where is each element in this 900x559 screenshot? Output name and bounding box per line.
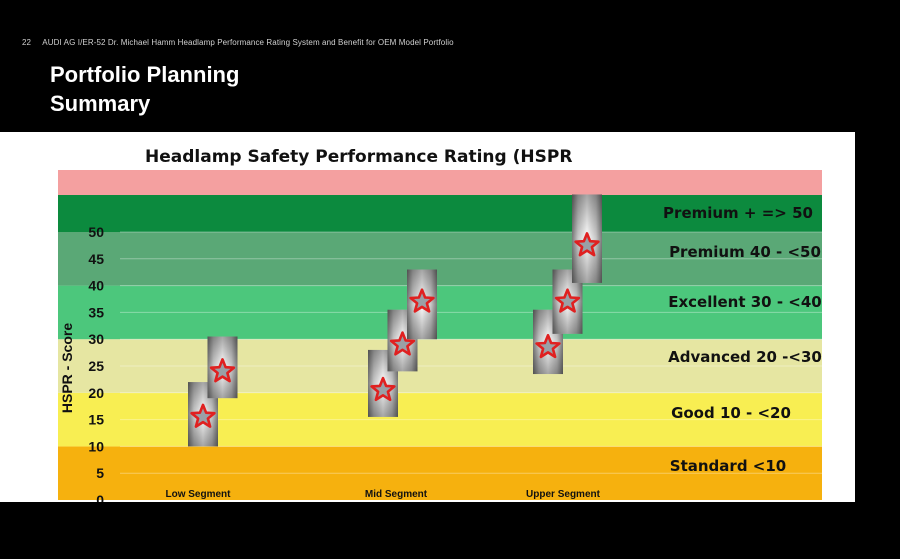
slide-header: 22 AUDI AG I/ER-52 Dr. Michael Hamm Head… (22, 38, 454, 47)
score-star-marker (554, 288, 581, 313)
header-text: AUDI AG I/ER-52 Dr. Michael Hamm Headlam… (42, 38, 454, 47)
y-tick-label: 35 (88, 304, 104, 320)
page-title-line2: Summary (50, 91, 151, 116)
score-star-marker (409, 288, 435, 313)
y-tick-label: 15 (88, 412, 104, 428)
y-tick-label: 10 (88, 438, 104, 454)
page-number: 22 (22, 38, 32, 47)
x-category-label: Upper Segment (526, 489, 601, 500)
x-category-label: Mid Segment (365, 489, 428, 500)
band-3 (58, 285, 822, 340)
score-star-marker (535, 333, 561, 359)
bottom-black-bar (0, 502, 900, 559)
band-label: Premium 40 - <50 (669, 243, 821, 261)
chart-title: Headlamp Safety Performance Rating (HSPR (145, 147, 573, 167)
band-4 (58, 232, 822, 286)
score-star-marker (370, 376, 396, 402)
score-star-marker (389, 331, 416, 356)
band-5 (58, 195, 822, 232)
band-label: Advanced 20 -<30 (668, 348, 822, 366)
y-tick-label: 30 (88, 331, 104, 347)
y-tick-label: 50 (88, 224, 104, 240)
band-label: Excellent 30 - <40 (668, 293, 822, 311)
page-title: Portfolio Planning Summary (50, 60, 239, 118)
y-tick-label: 0 (96, 492, 104, 508)
band-0 (58, 446, 822, 500)
y-tick-label: 25 (88, 358, 104, 374)
band-label: Good 10 - <20 (671, 404, 791, 422)
band-label: Premium + => 50 (663, 204, 813, 222)
y-tick-label: 40 (88, 278, 104, 294)
y-tick-label: 5 (96, 465, 104, 481)
band-2 (58, 339, 822, 393)
y-tick-label: 20 (88, 385, 104, 401)
page-title-line1: Portfolio Planning (50, 62, 240, 87)
score-star-marker (190, 403, 216, 428)
score-star-marker (209, 358, 236, 383)
band-label: Standard <10 (670, 457, 786, 475)
band-top (58, 170, 822, 195)
y-tick-label: 45 (88, 251, 104, 267)
band-1 (58, 392, 822, 447)
y-axis-label: HSPR - Score (59, 323, 75, 413)
x-category-label: Low Segment (165, 489, 231, 500)
score-star-marker (574, 232, 600, 257)
